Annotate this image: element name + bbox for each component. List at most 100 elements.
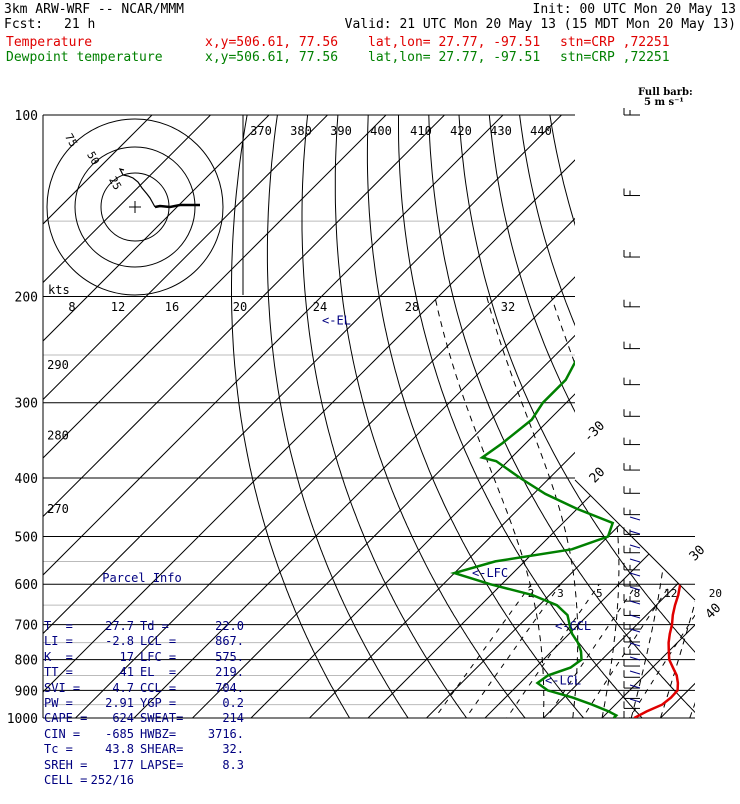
isotherm-30 xyxy=(648,87,740,730)
parcel-cell: 32. xyxy=(196,742,244,757)
parcel-row: CELL =252/16 xyxy=(44,773,240,788)
theta-label: 420 xyxy=(450,124,472,138)
parcel-cell: SVI = xyxy=(44,681,90,696)
parcel-cell: 177 xyxy=(90,758,134,773)
pressure-tick-label: 100 xyxy=(15,109,38,124)
speed-axis-label: kts xyxy=(48,283,70,297)
parcel-cell: SWEAT= xyxy=(134,711,196,726)
dry-adiabat-260 xyxy=(267,102,416,731)
level-annotation: <-LFC xyxy=(472,566,508,580)
isotherm--40 xyxy=(238,87,740,730)
parcel-cell: K = xyxy=(44,650,90,665)
parcel-cell: T = xyxy=(44,619,90,634)
pressure-tick-label: 800 xyxy=(15,654,38,669)
speed-tick-label: 28 xyxy=(405,300,419,314)
theta-label: 390 xyxy=(330,124,352,138)
theta-side-label: 270 xyxy=(47,502,69,516)
wind-barb-low xyxy=(630,531,640,534)
speed-tick-label: 12 xyxy=(111,300,125,314)
pressure-tick-label: 900 xyxy=(15,684,38,699)
parcel-cell: 41 xyxy=(90,665,134,680)
mixing-ratio-label: 12 xyxy=(664,587,677,600)
dry-adiabat-360 xyxy=(578,102,740,731)
isotherm-40 xyxy=(706,87,740,730)
isotherm-20 xyxy=(589,87,740,730)
parcel-cell: LAPSE= xyxy=(134,758,196,773)
parcel-cell: 575. xyxy=(196,650,244,665)
parcel-cell: 43.8 xyxy=(90,742,134,757)
parcel-cell: LFC = xyxy=(134,650,196,665)
parcel-cell: Td = xyxy=(134,619,196,634)
dry-adiabat-410 xyxy=(727,102,740,731)
parcel-cell: 4.7 xyxy=(90,681,134,696)
level-annotation: <-LCL xyxy=(545,674,581,688)
isotherm-10 xyxy=(531,87,740,730)
parcel-cell: SREH = xyxy=(44,758,90,773)
parcel-cell: TT = xyxy=(44,665,90,680)
parcel-cell: 252/16 xyxy=(90,773,134,788)
pressure-tick-label: 700 xyxy=(15,619,38,634)
parcel-cell: LI = xyxy=(44,634,90,649)
wind-barb-low xyxy=(630,517,640,520)
parcel-cell: 17 xyxy=(90,650,134,665)
pressure-tick-label: 600 xyxy=(15,578,38,593)
temperature-tick-label: -30 xyxy=(581,418,608,445)
temperature-tick-label: 40 xyxy=(703,601,725,623)
parcel-cell: 704. xyxy=(196,681,244,696)
theta-label: 440 xyxy=(530,124,552,138)
moist-adiabat-25 xyxy=(631,297,669,719)
mixing-ratio-label: 5 xyxy=(596,587,603,600)
speed-tick-label: 24 xyxy=(313,300,327,314)
theta-side-label: 290 xyxy=(47,358,69,372)
temperature-tick-label: 20 xyxy=(587,465,609,487)
isotherm--10 xyxy=(414,87,740,730)
dry-adiabat-350 xyxy=(548,102,740,731)
skew-border xyxy=(575,480,695,600)
hodograph-trace-lower xyxy=(155,205,200,207)
dry-adiabat-250 xyxy=(232,102,358,731)
pressure-tick-label: 200 xyxy=(15,291,38,306)
speed-tick-label: 8 xyxy=(68,300,75,314)
isotherm--50 xyxy=(180,87,740,730)
parcel-cell: CCL = xyxy=(134,681,196,696)
pressure-tick-label: 400 xyxy=(15,472,38,487)
barb-legend-line2: 5 m s⁻¹ xyxy=(644,96,684,110)
theta-label: 400 xyxy=(370,124,392,138)
pressure-tick-label: 300 xyxy=(15,397,38,412)
theta-side-label: 280 xyxy=(47,428,69,442)
pressure-tick-label: 1000 xyxy=(7,712,38,727)
parcel-cell: 867. xyxy=(196,634,244,649)
wind-barb-low xyxy=(630,559,640,562)
dry-adiabat-330 xyxy=(488,102,740,731)
parcel-cell: 624 xyxy=(90,711,134,726)
speed-tick-label: 16 xyxy=(165,300,179,314)
parcel-cell: Tc = xyxy=(44,742,90,757)
parcel-cell: 8.3 xyxy=(196,758,244,773)
parcel-cell: SHEAR= xyxy=(134,742,196,757)
parcel-info-title: Parcel Info xyxy=(44,571,240,586)
pressure-tick-label: 500 xyxy=(15,530,38,545)
mixing-ratio-label: 3 xyxy=(557,587,564,600)
theta-label: 430 xyxy=(490,124,512,138)
hodograph-ring-label: 75 xyxy=(62,131,80,149)
parcel-cell: CAPE = xyxy=(44,711,90,726)
parcel-cell: YGP = xyxy=(134,696,196,711)
level-annotation: <-CCL xyxy=(555,619,591,633)
moist-adiabat-35 xyxy=(690,297,740,719)
moist-adiabat-30 xyxy=(661,297,734,719)
parcel-cell: 27.7 xyxy=(90,619,134,634)
theta-label: 370 xyxy=(250,124,272,138)
mixing-ratio-line-5 xyxy=(498,584,599,731)
dry-adiabat-300 xyxy=(399,102,655,731)
moist-adiabat-15 xyxy=(487,297,578,719)
hodograph-ring-label: 25 xyxy=(106,174,124,192)
